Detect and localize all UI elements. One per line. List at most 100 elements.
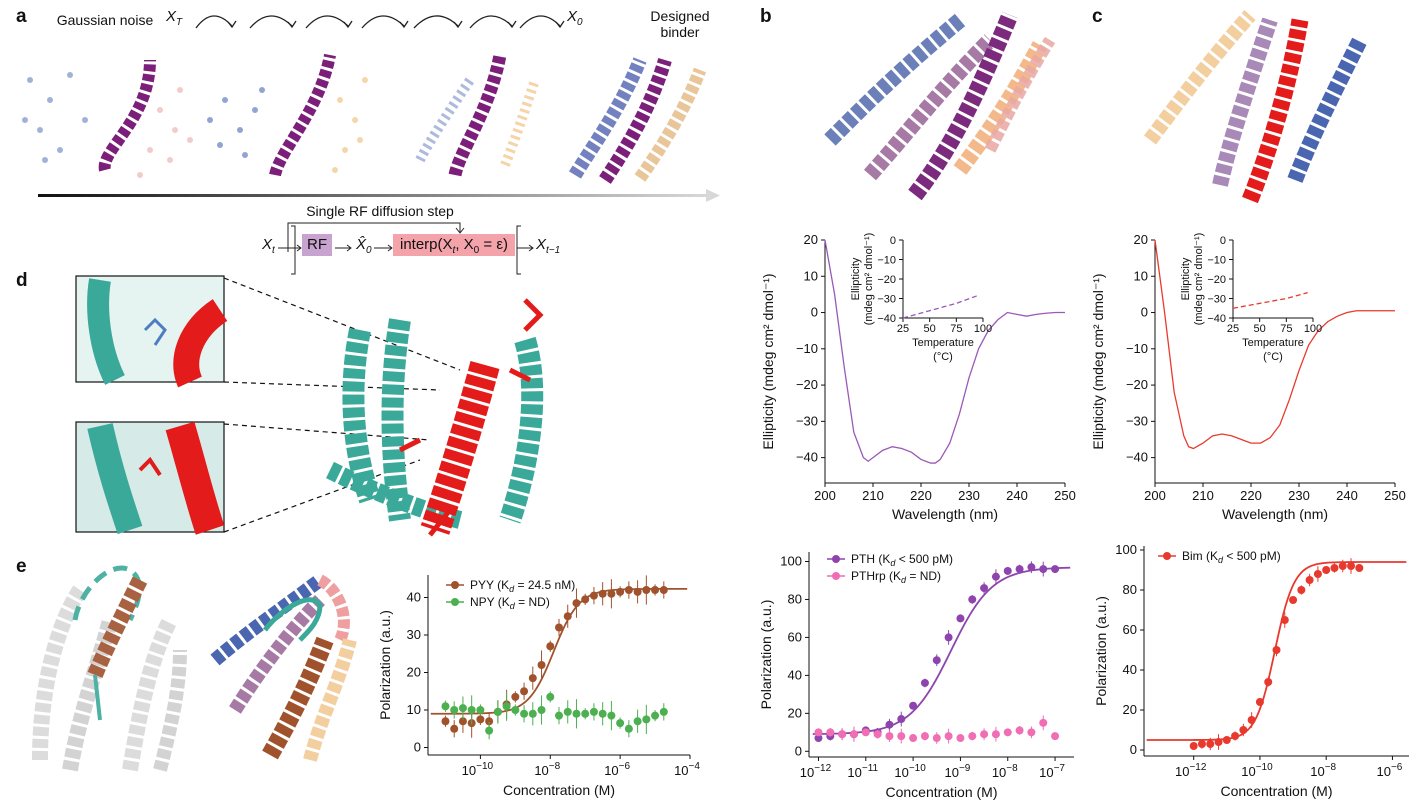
- y-tick-label: −20: [1207, 274, 1226, 286]
- PTHrp-point: [873, 730, 882, 739]
- fp-chart-e-svg: 0 10 20 30 40 10−10 10−8 10−6 10−4 PYY (Kd = 24.5…: [377, 575, 700, 798]
- PTH-point: [932, 656, 941, 665]
- x-tick-label: 10−11: [847, 763, 878, 780]
- PYY-legend-label: PYY (Kd = 24.5 nM): [470, 578, 575, 594]
- y-tick-label: −30: [877, 294, 896, 306]
- PTH-point: [814, 734, 823, 743]
- y-tick-label: −10: [1207, 255, 1226, 267]
- y-tick-label: −20: [877, 274, 896, 286]
- x-tick-label: 240: [1336, 488, 1358, 503]
- x-tick-label: 75: [950, 323, 962, 335]
- binder-target-complex: [325, 298, 544, 537]
- y-tick-label: 0: [811, 305, 818, 320]
- x-tick-label: 10−7: [1039, 763, 1065, 780]
- Bim-point: [1330, 564, 1339, 572]
- NPY-point: [476, 706, 485, 714]
- PTH-point: [1003, 566, 1012, 575]
- PTHrp-point: [956, 734, 965, 743]
- gaussian-noise-label: Gaussian noise: [56, 12, 154, 28]
- y-tick-label: −30: [1126, 413, 1148, 428]
- Bim-point: [1206, 740, 1215, 748]
- x-tick-label: 250: [1054, 488, 1076, 503]
- y-tick-label: −40: [1207, 313, 1226, 325]
- fp-chart-bim-svg: 0 20 40 60 80 100 10−12 10−10 10−8 10−6 Bim (Kd < …: [1093, 542, 1409, 799]
- y-tick-label: −10: [877, 255, 896, 267]
- y-tick-label: 10: [804, 268, 818, 283]
- y-tick-label: 20: [788, 705, 802, 720]
- PYY-point: [555, 623, 563, 632]
- NPY-point: [651, 711, 660, 720]
- x-tick-label: 200: [814, 488, 836, 503]
- NPY-point: [581, 709, 590, 718]
- PTH-point: [944, 633, 953, 642]
- PYY-point: [476, 715, 485, 724]
- PTHrp-point: [1027, 728, 1036, 737]
- x-tick-label: 25: [1227, 323, 1239, 335]
- Bim-point: [1355, 564, 1364, 572]
- NPY-legend-label: NPY (Kd = ND): [470, 595, 550, 611]
- Bim-point: [1231, 732, 1240, 740]
- x-tick-label: 210: [862, 488, 884, 503]
- Bim-point: [1197, 740, 1206, 748]
- y-tick-label: −30: [1207, 294, 1226, 306]
- PTHrp-point: [861, 728, 870, 737]
- y-tick-label: 10: [407, 702, 421, 717]
- Bim-point: [1280, 616, 1289, 624]
- PTHrp-point: [968, 732, 977, 741]
- PTH-legend-marker: [832, 555, 840, 563]
- x-tick-label: 230: [958, 488, 980, 503]
- y-axis-unit: (mdeg cm² dmol⁻¹): [1193, 233, 1205, 326]
- y-tick-label: 40: [407, 590, 421, 605]
- PTH-point: [1015, 565, 1024, 574]
- panel-label-a: a: [16, 6, 27, 27]
- NPY-point: [546, 692, 555, 701]
- x-tick-label: 10−6: [604, 761, 630, 778]
- y-tick-label: −20: [796, 377, 818, 392]
- y-tick-label: 0: [1220, 235, 1226, 247]
- y-tick-label: 0: [1141, 305, 1148, 320]
- cd-chart-c: 20 10 0 −10 −20 −30 −40 200 210 220 230 240 250 Wavel…: [1085, 228, 1415, 528]
- Bim-point: [1189, 742, 1198, 750]
- Bim-point: [1313, 570, 1322, 578]
- Bim-point: [1264, 678, 1273, 686]
- x-axis-title: Concentration (M): [1220, 783, 1332, 799]
- time-arrow-head: [706, 189, 720, 202]
- panel-e-structures: [32, 565, 357, 772]
- NPY-point: [528, 709, 537, 718]
- fp_e-plot: 0 10 20 30 40 10−10 10−8 10−6 10−4 PYY (Kd = 24.5…: [377, 575, 700, 798]
- zoom-guide-lines: [223, 277, 461, 533]
- x-tick-label: 200: [1144, 488, 1166, 503]
- NPY-point: [589, 707, 598, 716]
- x0-label: X0: [567, 8, 583, 28]
- NPY-point: [467, 706, 476, 714]
- y-tick-label: −40: [796, 450, 818, 465]
- PTH-point: [1027, 563, 1036, 572]
- x-axis-unit: (°C): [933, 351, 953, 363]
- NPY-point: [520, 709, 529, 718]
- Bim-point: [1347, 562, 1356, 570]
- PYY-point: [572, 599, 581, 608]
- Bim-legend-marker: [1163, 552, 1171, 560]
- Bim-point: [1214, 738, 1223, 746]
- PTHrp-point: [826, 728, 835, 737]
- y-axis-unit: (mdeg cm² dmol⁻¹): [863, 233, 875, 326]
- NPY-point: [598, 709, 607, 718]
- PYY-point: [563, 612, 572, 621]
- PTHrp-point: [1015, 726, 1024, 735]
- fp-chart-pth: 0 20 40 60 80 100 10−12 10−11 10−10 10−9 10−8 10−7 P…: [745, 540, 1090, 802]
- panel-label-b: b: [760, 6, 772, 27]
- structure-snapshot-2: [207, 53, 368, 177]
- x-axis-title: Temperature: [1242, 337, 1304, 349]
- y-tick-label: 0: [890, 235, 896, 247]
- y-tick-label: 0: [795, 743, 802, 758]
- PTHrp-point: [980, 730, 989, 739]
- y-tick-label: 10: [1134, 268, 1148, 283]
- x-axis-title: Concentration (M): [885, 784, 997, 800]
- y-axis-title: Polarization (a.u.): [1093, 596, 1109, 706]
- PTHrp-point: [932, 734, 941, 743]
- x-tick-label: 10−10: [462, 761, 494, 778]
- structure-snapshot-1: [22, 59, 193, 178]
